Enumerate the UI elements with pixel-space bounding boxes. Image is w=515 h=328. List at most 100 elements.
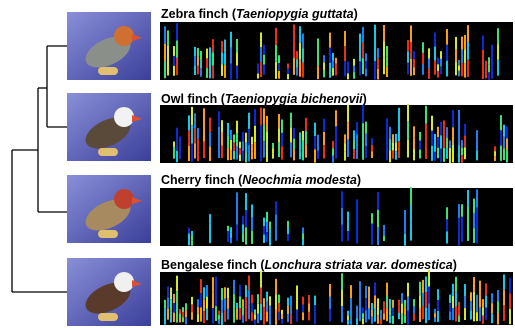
spectrogram-band [194, 113, 196, 128]
spectrogram-band [302, 305, 304, 313]
spectrogram-band [302, 239, 304, 245]
spectrogram-band [260, 271, 262, 287]
spectrogram-band [263, 65, 265, 75]
spectrogram-band [197, 139, 199, 150]
spectrogram-band [440, 59, 442, 67]
spectrogram-band [353, 149, 355, 158]
spectrogram-band [437, 289, 439, 300]
spectrogram-band [425, 106, 427, 124]
spectrogram-band [398, 313, 400, 320]
phylogenetic-tree [12, 46, 67, 292]
spectrogram-band [386, 118, 388, 132]
spectrogram-band [287, 64, 289, 69]
spectrogram-band [365, 122, 367, 134]
spectrogram-band [170, 288, 172, 300]
spectrogram-band [473, 213, 475, 228]
spectrogram-band [365, 298, 367, 310]
spectrogram-band [209, 233, 211, 243]
spectrogram-band [347, 122, 349, 139]
spectrogram-band [386, 46, 388, 56]
spectrogram-band [251, 137, 253, 145]
spectrogram-band [461, 229, 463, 241]
spectrogram-band [401, 293, 403, 303]
spectrogram-band [302, 48, 304, 63]
spectrogram-band [476, 207, 478, 225]
spectrogram-band [437, 311, 439, 322]
spectrogram-band [470, 292, 472, 301]
spectrogram-band [191, 107, 193, 125]
spectrogram-band [293, 128, 295, 139]
label-close: ) [357, 173, 361, 187]
spectrogram-band [410, 25, 412, 42]
spectrogram-band [257, 74, 259, 79]
latin-name: Taeniopygia bichenovii [225, 92, 363, 106]
spectrogram-band [398, 124, 400, 141]
spectrogram-band [287, 69, 289, 74]
spectrogram-band [299, 132, 301, 141]
spectrogram-band [287, 234, 289, 241]
spectrogram-band [470, 310, 472, 319]
spectrogram-band [227, 309, 229, 320]
spectrogram-band [365, 69, 367, 77]
spectrogram-band [290, 128, 292, 143]
spectrogram-band [278, 312, 280, 321]
species-label: Zebra finch (Taeniopygia guttata) [161, 7, 358, 21]
spectrogram-band [386, 308, 388, 321]
spectrogram-band [185, 317, 187, 324]
spectrogram-band [260, 125, 262, 143]
spectrogram-band [164, 26, 166, 43]
spectrogram-band [236, 52, 238, 65]
spectrogram-band [236, 208, 238, 224]
spectrogram-band [245, 227, 247, 244]
spectrogram-band [476, 312, 478, 321]
spectrogram-band [371, 138, 373, 145]
spectrogram-band [167, 286, 169, 297]
spectrogram-band [176, 41, 178, 58]
spectrogram-band [353, 130, 355, 139]
spectrogram-band [206, 49, 208, 59]
spectrogram-band [272, 143, 274, 148]
spectrogram-band [281, 310, 283, 315]
spectrogram-band [332, 155, 334, 162]
spectrogram-band [275, 62, 277, 79]
spectrogram-band [464, 296, 466, 308]
spectrogram-band [335, 110, 337, 126]
spectrogram-band [194, 56, 196, 65]
spectrogram-band [308, 295, 310, 303]
spectrogram-band [374, 43, 376, 61]
spectrogram-band [437, 71, 439, 78]
spectrogram-band [497, 302, 499, 313]
spectrogram-band [260, 62, 262, 77]
spectrogram-band [251, 231, 253, 244]
spectrogram-band [386, 296, 388, 309]
spectrogram-band [380, 315, 382, 320]
spectrogram-band [173, 46, 175, 56]
spectrogram-band [302, 227, 304, 233]
spectrogram-band [377, 48, 379, 58]
spectrogram-band [269, 306, 271, 316]
spectrogram-band [218, 311, 220, 316]
spectrogram-band [434, 318, 436, 322]
spectrogram-band [230, 227, 232, 232]
spectrogram-band [263, 235, 265, 243]
spectrogram-band [275, 294, 277, 309]
spectrogram-band [212, 52, 214, 65]
spectrogram-band [248, 129, 250, 145]
spectrogram-band [188, 115, 190, 130]
spectrogram-band [431, 131, 433, 146]
spectrogram-band [455, 307, 457, 322]
spectrogram-band [257, 304, 259, 314]
perch [98, 230, 118, 238]
spectrogram-band [188, 239, 190, 245]
spectrogram-band [389, 307, 391, 315]
spectrogram-band [236, 192, 238, 208]
spectrogram-band [395, 134, 397, 143]
spectrogram-band [356, 318, 358, 324]
spectrogram-band [251, 312, 253, 321]
spectrogram-band [446, 148, 448, 159]
spectrogram-band [314, 149, 316, 162]
spectrogram-band [170, 311, 172, 323]
spectrogram-band [227, 237, 229, 242]
spectrogram-band [362, 43, 364, 59]
spectrogram-band [455, 37, 457, 50]
